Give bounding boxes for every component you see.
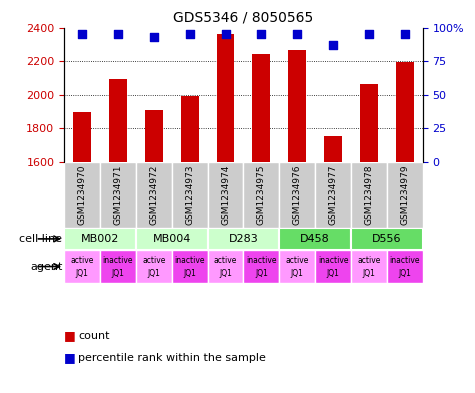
FancyBboxPatch shape (136, 250, 172, 283)
FancyBboxPatch shape (136, 228, 208, 250)
Point (294, 31, 301, 37)
Point (114, 31, 122, 37)
Point (186, 31, 193, 37)
Point (78, 31, 86, 37)
Text: active: active (70, 256, 94, 265)
Text: ■: ■ (64, 351, 76, 364)
FancyBboxPatch shape (351, 250, 387, 283)
Bar (396, 62, 414, 162)
Bar (217, 34, 235, 162)
FancyBboxPatch shape (172, 250, 208, 283)
FancyBboxPatch shape (279, 250, 315, 283)
Text: GSM1234979: GSM1234979 (400, 165, 409, 225)
Bar (252, 53, 270, 162)
FancyBboxPatch shape (351, 162, 387, 228)
Text: JQ1: JQ1 (399, 269, 411, 278)
Text: inactive: inactive (318, 256, 348, 265)
Text: active: active (357, 256, 380, 265)
FancyBboxPatch shape (244, 250, 279, 283)
Bar (109, 79, 127, 162)
Text: cell line: cell line (19, 234, 62, 244)
Text: GSM1234978: GSM1234978 (364, 165, 373, 225)
Text: inactive: inactive (174, 256, 205, 265)
FancyBboxPatch shape (244, 162, 279, 228)
Text: JQ1: JQ1 (362, 269, 375, 278)
Text: JQ1: JQ1 (327, 269, 340, 278)
Point (222, 31, 229, 37)
FancyBboxPatch shape (387, 250, 423, 283)
Bar (360, 84, 378, 162)
Bar (145, 110, 163, 162)
Bar (73, 112, 91, 162)
Text: ■: ■ (64, 329, 76, 343)
FancyBboxPatch shape (64, 250, 100, 283)
FancyBboxPatch shape (315, 162, 351, 228)
FancyBboxPatch shape (64, 162, 100, 228)
Text: JQ1: JQ1 (255, 269, 268, 278)
FancyBboxPatch shape (351, 228, 423, 250)
Text: GSM1234976: GSM1234976 (293, 165, 302, 225)
FancyBboxPatch shape (387, 162, 423, 228)
Text: inactive: inactive (246, 256, 276, 265)
FancyBboxPatch shape (172, 162, 208, 228)
Text: count: count (78, 331, 110, 341)
Text: JQ1: JQ1 (183, 269, 196, 278)
Point (329, 42, 337, 48)
Text: D283: D283 (228, 234, 258, 244)
Bar (324, 136, 342, 162)
Text: MB004: MB004 (152, 234, 191, 244)
FancyBboxPatch shape (279, 162, 315, 228)
Text: GSM1234970: GSM1234970 (77, 165, 86, 225)
Point (257, 31, 265, 37)
Text: agent: agent (30, 261, 62, 272)
Text: JQ1: JQ1 (112, 269, 124, 278)
Text: GSM1234974: GSM1234974 (221, 165, 230, 225)
FancyBboxPatch shape (208, 228, 279, 250)
Text: GSM1234975: GSM1234975 (257, 165, 266, 225)
Text: D556: D556 (372, 234, 402, 244)
Text: JQ1: JQ1 (147, 269, 160, 278)
Text: JQ1: JQ1 (76, 269, 88, 278)
Text: percentile rank within the sample: percentile rank within the sample (78, 353, 266, 363)
Text: active: active (285, 256, 309, 265)
Text: GSM1234972: GSM1234972 (149, 165, 158, 225)
Text: inactive: inactive (390, 256, 420, 265)
FancyBboxPatch shape (64, 228, 136, 250)
FancyBboxPatch shape (208, 250, 244, 283)
FancyBboxPatch shape (208, 162, 244, 228)
Bar (180, 96, 199, 162)
FancyBboxPatch shape (100, 250, 136, 283)
Text: active: active (214, 256, 237, 265)
Point (401, 31, 408, 37)
Text: inactive: inactive (103, 256, 133, 265)
Text: active: active (142, 256, 165, 265)
Text: D458: D458 (300, 234, 330, 244)
Text: MB002: MB002 (81, 234, 119, 244)
Title: GDS5346 / 8050565: GDS5346 / 8050565 (173, 11, 314, 25)
Point (150, 34, 158, 40)
Bar (288, 50, 306, 162)
Text: GSM1234973: GSM1234973 (185, 165, 194, 225)
FancyBboxPatch shape (100, 162, 136, 228)
FancyBboxPatch shape (279, 228, 351, 250)
Text: JQ1: JQ1 (291, 269, 304, 278)
FancyBboxPatch shape (136, 162, 172, 228)
Text: GSM1234971: GSM1234971 (114, 165, 123, 225)
Text: JQ1: JQ1 (219, 269, 232, 278)
FancyBboxPatch shape (315, 250, 351, 283)
Point (365, 31, 373, 37)
Text: GSM1234977: GSM1234977 (329, 165, 338, 225)
